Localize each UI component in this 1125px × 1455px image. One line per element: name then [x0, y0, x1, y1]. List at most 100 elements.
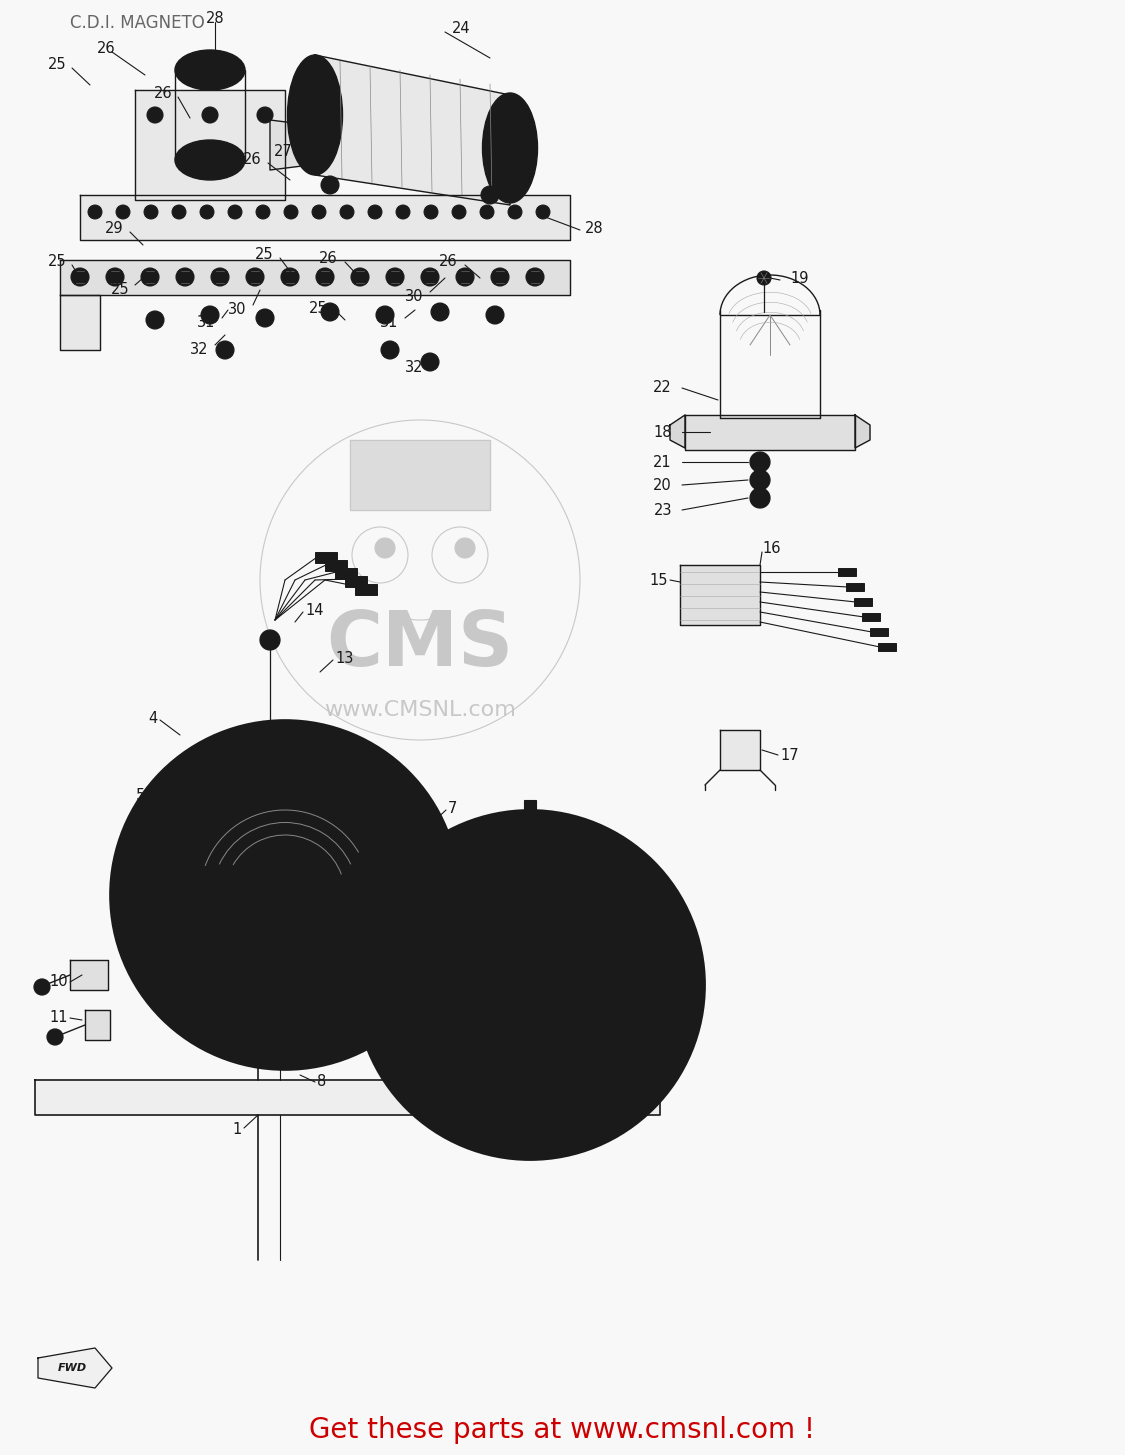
- Circle shape: [750, 453, 770, 471]
- Circle shape: [623, 973, 647, 997]
- Circle shape: [88, 205, 102, 220]
- Circle shape: [256, 108, 273, 124]
- Text: CMS: CMS: [326, 608, 513, 682]
- Circle shape: [757, 271, 771, 285]
- Circle shape: [144, 205, 158, 220]
- Bar: [846, 583, 864, 591]
- Circle shape: [172, 205, 186, 220]
- Circle shape: [229, 840, 340, 950]
- Circle shape: [381, 340, 399, 359]
- Circle shape: [456, 268, 474, 287]
- Text: 7: 7: [448, 800, 458, 815]
- Circle shape: [321, 303, 339, 322]
- Circle shape: [482, 186, 500, 204]
- Text: 14: 14: [305, 602, 324, 617]
- Circle shape: [518, 869, 542, 892]
- Text: 31: 31: [379, 314, 398, 329]
- Text: 15: 15: [649, 572, 668, 588]
- Circle shape: [261, 744, 274, 757]
- Circle shape: [250, 860, 320, 930]
- Circle shape: [256, 308, 274, 327]
- Circle shape: [212, 268, 230, 287]
- Circle shape: [281, 268, 299, 287]
- Ellipse shape: [271, 1000, 299, 1051]
- Circle shape: [397, 842, 413, 858]
- Circle shape: [486, 306, 504, 324]
- Text: 23: 23: [654, 502, 672, 518]
- Polygon shape: [720, 730, 760, 770]
- Circle shape: [386, 268, 404, 287]
- Polygon shape: [35, 1080, 660, 1115]
- Text: 31: 31: [197, 314, 215, 329]
- Text: 18: 18: [654, 425, 672, 439]
- Polygon shape: [60, 260, 570, 295]
- Text: 32: 32: [405, 359, 423, 374]
- Ellipse shape: [176, 49, 245, 90]
- Polygon shape: [60, 295, 100, 351]
- Text: 25: 25: [255, 246, 274, 262]
- Polygon shape: [685, 415, 855, 450]
- Circle shape: [312, 205, 326, 220]
- Circle shape: [216, 340, 234, 359]
- Circle shape: [375, 538, 395, 559]
- Circle shape: [480, 205, 494, 220]
- Circle shape: [202, 108, 218, 124]
- Text: 26: 26: [319, 250, 337, 265]
- Polygon shape: [80, 195, 570, 240]
- Circle shape: [351, 268, 369, 287]
- Text: 32: 32: [189, 342, 208, 356]
- Text: 24: 24: [452, 20, 470, 35]
- Ellipse shape: [173, 783, 214, 824]
- Circle shape: [368, 205, 382, 220]
- Bar: [878, 643, 896, 650]
- Circle shape: [321, 176, 339, 194]
- Text: Get these parts at www.cmsnl.com !: Get these parts at www.cmsnl.com !: [309, 1416, 814, 1443]
- Circle shape: [106, 268, 124, 287]
- Circle shape: [284, 205, 298, 220]
- Bar: [345, 576, 367, 586]
- Circle shape: [592, 1048, 616, 1071]
- Ellipse shape: [483, 93, 538, 204]
- Text: FWD: FWD: [57, 1363, 87, 1374]
- Bar: [335, 567, 357, 579]
- Bar: [524, 800, 536, 818]
- Circle shape: [452, 205, 466, 220]
- Circle shape: [750, 470, 770, 490]
- Bar: [838, 567, 856, 576]
- Circle shape: [455, 538, 475, 559]
- Text: 20: 20: [654, 477, 672, 492]
- Text: 26: 26: [243, 151, 262, 166]
- Circle shape: [518, 1078, 542, 1101]
- Circle shape: [396, 205, 410, 220]
- Circle shape: [201, 306, 219, 324]
- Circle shape: [592, 899, 616, 922]
- Ellipse shape: [173, 966, 214, 1007]
- Circle shape: [376, 306, 394, 324]
- Circle shape: [147, 108, 163, 124]
- Ellipse shape: [357, 966, 397, 1007]
- Circle shape: [443, 899, 468, 922]
- Circle shape: [340, 205, 354, 220]
- Text: 25: 25: [309, 301, 328, 316]
- Text: 30: 30: [227, 301, 246, 317]
- Text: 3: 3: [233, 1011, 242, 1026]
- Circle shape: [316, 268, 334, 287]
- Polygon shape: [315, 55, 510, 205]
- Circle shape: [421, 268, 439, 287]
- Ellipse shape: [130, 880, 180, 909]
- Circle shape: [526, 268, 544, 287]
- Circle shape: [431, 303, 449, 322]
- Bar: [854, 598, 872, 605]
- Circle shape: [116, 205, 130, 220]
- Circle shape: [424, 205, 438, 220]
- Polygon shape: [364, 828, 415, 872]
- Text: 19: 19: [790, 271, 809, 285]
- Text: 22: 22: [654, 380, 672, 394]
- Text: 28: 28: [585, 221, 604, 236]
- Text: 25: 25: [47, 57, 66, 71]
- Ellipse shape: [390, 880, 440, 909]
- Text: 26: 26: [153, 86, 172, 100]
- Text: 13: 13: [335, 650, 353, 665]
- Ellipse shape: [176, 140, 245, 180]
- Text: 8: 8: [317, 1074, 326, 1090]
